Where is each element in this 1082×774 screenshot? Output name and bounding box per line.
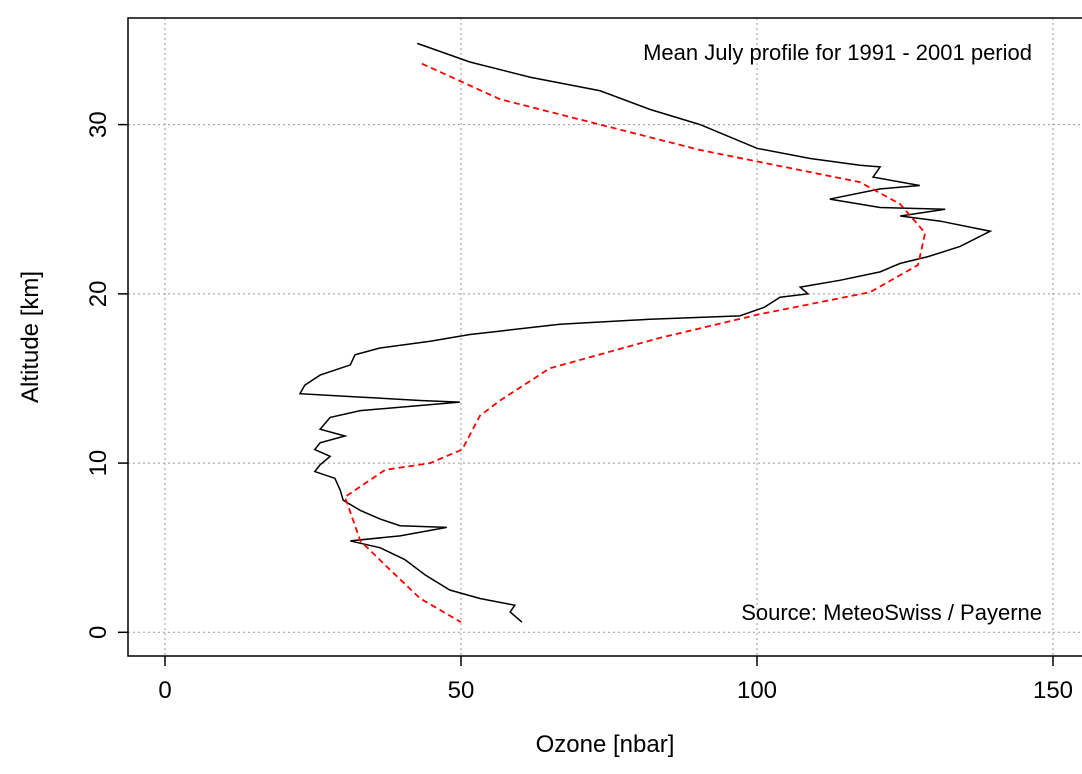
annotation: Source: MeteoSwiss / Payerne [741,600,1042,625]
plot-frame [127,17,1082,657]
y-tick-label: 30 [85,111,112,138]
annotation: Mean July profile for 1991 - 2001 period [643,40,1032,65]
x-tick-label: 150 [1033,677,1073,704]
x-tick-label: 0 [158,677,171,704]
x-tick-label: 50 [448,677,475,704]
y-axis-label: Altitude [km] [17,271,44,403]
profile-line [298,42,993,623]
y-tick-label: 10 [85,450,112,477]
y-tick-label: 0 [85,626,112,639]
profile-line [343,62,927,623]
x-tick-label: 100 [737,677,777,704]
x-axis-label: Ozone [nbar] [536,731,675,758]
y-tick-label: 20 [85,280,112,307]
